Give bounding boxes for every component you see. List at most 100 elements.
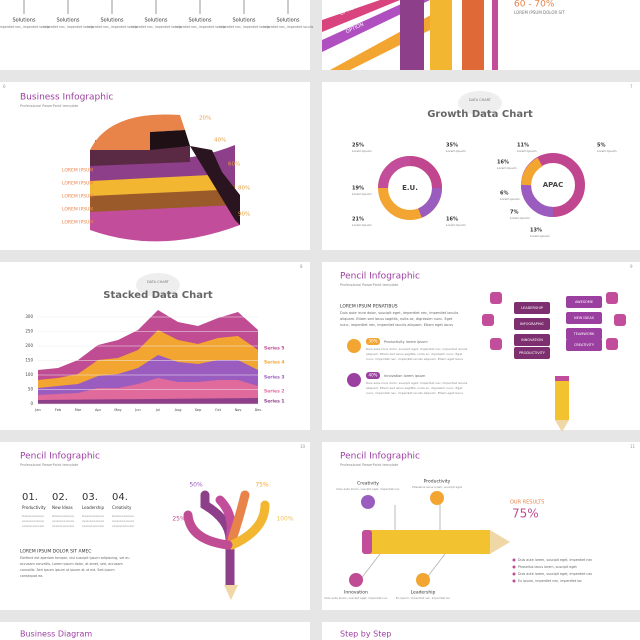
paragraph-line: Duis aute irure dolor, suscipit eget, im… — [366, 347, 468, 351]
item-label: Solutions — [233, 18, 256, 24]
node-text: Phasellus lacus lorem, suscipit eget — [412, 485, 463, 489]
caption: Lorem Ipsum — [352, 192, 372, 196]
step-number: 03. — [82, 492, 98, 503]
caption: LOREM IPSUM DOLOR SIT — [514, 10, 565, 15]
hex — [514, 334, 550, 346]
step-text: Eleifend est aperiam tempor, nisl suscip… — [22, 514, 44, 518]
title: Pencil Infographic — [20, 452, 100, 462]
node-label: Leadership — [411, 590, 436, 596]
hex-label: NEW IDEAS — [574, 316, 595, 320]
paragraph-line: convallis. Sed ipsum ipsum ut ipsum at u… — [20, 568, 115, 572]
percent: 80% — [238, 186, 250, 192]
hex-icon — [606, 292, 618, 304]
caption: Lorem Ipsum — [497, 166, 517, 170]
y-tick-label: 0 — [30, 401, 33, 406]
caption: Lorem Ipsum — [597, 149, 617, 153]
item-text: Imperdiet nec, imperdiet iaculis — [0, 25, 50, 29]
step-text: convallis. Sed ipsum ipsum ut ipsum at u… — [112, 524, 134, 528]
icon — [347, 373, 361, 387]
step-name: Creativity — [112, 505, 132, 510]
percent: 25% — [172, 516, 186, 523]
step-number: 02. — [52, 492, 68, 503]
percent: 60% — [228, 162, 240, 168]
list-item: Duis aute lorem, suscipit eget, imperdie… — [518, 572, 593, 576]
hex — [514, 302, 550, 314]
item-label: Solutions — [277, 18, 300, 24]
step-text: convallis. Sed ipsum ipsum ut ipsum at u… — [22, 524, 44, 528]
bullet — [512, 579, 516, 583]
title: Pencil Infographic — [340, 452, 420, 462]
subtitle: Professional PowerPoint template — [340, 463, 398, 467]
paragraph-line: accusam convallis. Lorem ipsum dolor, at… — [20, 562, 123, 566]
slide — [0, 622, 310, 640]
slide-number: 8 — [300, 264, 303, 269]
slide-number: 9 — [630, 264, 633, 269]
node-label: Productivity — [424, 479, 451, 485]
node-label: Creativity — [357, 481, 379, 487]
x-tick-label: Apr — [95, 408, 102, 412]
caption: Lorem Ipsum — [446, 223, 466, 227]
stacked-3d-chart — [90, 114, 240, 242]
caption: Lorem Ipsum — [446, 149, 466, 153]
list-item: Eu ipsum, imperdiet nec, imperdiet lac — [518, 579, 582, 583]
slide-number: 6 — [3, 84, 6, 89]
percent: 5% — [597, 143, 606, 149]
x-tick-label: Jan — [34, 408, 40, 412]
bullet — [512, 572, 516, 576]
title: Growth Data Chart — [427, 109, 533, 120]
caption: Lorem Ipsum — [517, 149, 537, 153]
x-tick-label: Dec — [255, 408, 262, 412]
hex-label: INNOVATION — [521, 338, 543, 342]
item-label: Solutions — [13, 18, 36, 24]
slide — [0, 442, 310, 610]
bullet — [512, 558, 516, 562]
legend-label: Series 5 — [264, 346, 284, 352]
legend-label: Series 4 — [264, 360, 284, 366]
step-number: 01. — [22, 492, 38, 503]
item-text: Imperdiet nec, imperdiet iaculis — [87, 25, 138, 29]
layer-label: LOREM IPSUM — [62, 181, 93, 187]
hex — [566, 312, 602, 324]
item-text: Imperdiet nec, imperdiet iaculis — [263, 25, 314, 29]
paragraph-line: Duis aute irure dolor, suscipit eget, im… — [340, 311, 458, 315]
percent: 16% — [497, 160, 509, 166]
hex — [514, 347, 550, 359]
node-text: Duis aute lorem, suscipit eget, imperdie… — [324, 596, 388, 600]
paragraph-line: aliquam. Etiam sed lacus sagittis, nulla… — [340, 317, 453, 321]
title: Step by Step — [340, 630, 391, 639]
step-text: accusam convallis. Lorem ipsum dolor, at… — [22, 519, 44, 523]
slide-number: 11 — [630, 444, 636, 449]
percent: 11% — [517, 143, 529, 149]
badge-value: 40% — [369, 373, 378, 378]
percent: 60 - 70% — [514, 0, 555, 10]
percent: 25% — [352, 143, 364, 149]
subtitle: Professional PowerPoint template — [20, 463, 78, 467]
percent: 90% — [238, 212, 250, 218]
hex-icon — [490, 338, 502, 350]
step-text: Eleifend est aperiam tempor, nisl suscip… — [52, 514, 74, 518]
step-text: accusam convallis. Lorem ipsum dolor, at… — [52, 519, 74, 523]
item-text: Imperdiet nec, imperdiet iaculis — [175, 25, 226, 29]
heading: LOREM IPSUM DOLOR SIT AMEC — [20, 549, 91, 555]
x-tick-label: Nov — [235, 408, 242, 412]
badge — [366, 372, 380, 379]
item-text: Imperdiet nec, imperdiet iaculis — [219, 25, 270, 29]
list-item: Duis aute lorem, suscipit eget, imperdie… — [518, 558, 593, 562]
percent: 16% — [446, 217, 458, 223]
paragraph-line: nunc, imperdiet nec, imperdiet iaculis a… — [340, 323, 453, 327]
y-tick-label: 250 — [25, 329, 33, 334]
paragraph-line: aliquam. Etiam sed lacus sagittis, nulla… — [366, 352, 463, 356]
badge-value: 30% — [369, 339, 378, 344]
node-label: Innovation — [344, 590, 368, 596]
caption: Lorem Ipsum — [530, 234, 550, 238]
x-tick-label: May — [114, 408, 121, 412]
step-number: 04. — [112, 492, 128, 503]
subtitle: Professional PowerPoint template — [340, 283, 398, 287]
x-tick-label: Feb — [55, 408, 62, 412]
results-title: OUR RESULTS — [510, 500, 544, 506]
item-label: Solutions — [57, 18, 80, 24]
stat-label: Productivity lorem ipsum — [384, 340, 428, 344]
y-tick-label: 50 — [28, 387, 34, 392]
hex-diagram — [555, 376, 569, 432]
